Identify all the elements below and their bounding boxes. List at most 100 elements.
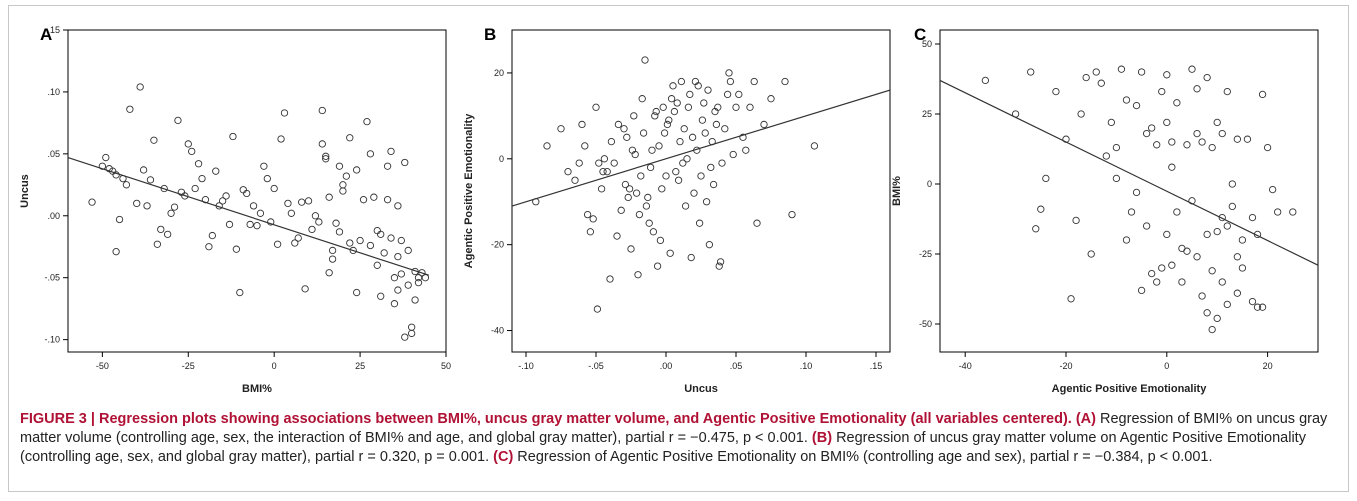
data-point [1082, 73, 1090, 82]
data-point [1208, 143, 1216, 152]
data-point [174, 116, 182, 125]
data-point [153, 240, 161, 248]
data-point [679, 159, 687, 167]
data-point [1238, 264, 1247, 272]
data-point [1077, 110, 1085, 118]
data-point [669, 82, 677, 90]
data-point [198, 174, 206, 183]
data-point [383, 162, 392, 170]
data-point [746, 103, 754, 111]
data-point [597, 185, 606, 193]
data-point [1203, 73, 1211, 82]
data-point [1233, 253, 1242, 261]
data-point [607, 137, 616, 146]
data-point [656, 236, 665, 245]
data-point [363, 117, 371, 126]
data-point [592, 103, 600, 111]
data-point [1153, 141, 1161, 149]
data-point [414, 274, 423, 282]
x-tick-label: 0 [1164, 361, 1169, 371]
data-point [1037, 205, 1045, 213]
data-point [583, 210, 592, 219]
data-point [1218, 129, 1226, 138]
data-point [663, 120, 672, 129]
data-point [627, 245, 635, 253]
data-point [1208, 267, 1216, 275]
data-point [380, 249, 388, 257]
data-point [1168, 261, 1176, 269]
data-point [1233, 135, 1242, 143]
panel-letter: A [40, 25, 52, 44]
y-tick-label: -50 [919, 319, 932, 329]
data-point [718, 159, 726, 167]
y-tick-label: -.05 [44, 273, 60, 283]
data-point [726, 77, 735, 86]
data-point [1092, 68, 1100, 76]
x-axis-label: Agentic Positive Emotionality [1052, 383, 1208, 395]
data-point [1163, 71, 1171, 79]
data-point [1188, 65, 1196, 73]
data-point [614, 120, 623, 129]
data-point [339, 181, 347, 189]
data-point [1122, 96, 1131, 104]
data-point [205, 243, 213, 251]
data-point [1223, 300, 1231, 309]
data-point [1067, 295, 1075, 303]
plot-frame [511, 29, 891, 353]
data-point [1198, 138, 1206, 146]
data-point [1258, 90, 1267, 99]
data-point [139, 166, 148, 174]
data-point [418, 269, 426, 277]
data-point [1148, 124, 1156, 132]
data-point [1032, 225, 1040, 233]
data-point [638, 95, 646, 103]
data-point [1253, 303, 1262, 311]
data-point [225, 220, 234, 229]
data-point [1243, 135, 1252, 143]
data-point [366, 150, 375, 158]
data-point [1268, 185, 1277, 194]
data-point [383, 196, 392, 204]
data-point [767, 95, 775, 103]
figure-frame [8, 5, 1349, 492]
data-point [373, 226, 381, 235]
data-point [1198, 292, 1206, 300]
data-point [1208, 325, 1216, 334]
regression-line [939, 79, 1319, 266]
data-point [637, 172, 645, 180]
data-point [644, 193, 652, 202]
data-point [353, 166, 361, 174]
data-point [212, 167, 220, 175]
data-point [146, 176, 155, 184]
data-point [263, 174, 271, 183]
data-point [677, 77, 686, 86]
data-point [291, 239, 299, 247]
data-point [667, 95, 676, 103]
data-point [606, 275, 614, 283]
data-point [353, 288, 361, 297]
data-point [394, 202, 402, 210]
data-point [721, 125, 729, 133]
data-point [218, 197, 227, 205]
data-point [328, 255, 337, 263]
data-point [599, 168, 607, 176]
y-axis-label: Uncus [19, 174, 31, 208]
data-point [1218, 213, 1226, 222]
data-point [649, 228, 658, 236]
data-point [322, 155, 330, 163]
figure-caption: FIGURE 3 | Regression plots showing asso… [20, 410, 1340, 467]
data-point [697, 172, 705, 180]
data-point [1142, 222, 1151, 230]
data-point [88, 198, 96, 206]
panel-letter: C [914, 25, 926, 44]
data-point [404, 281, 412, 289]
data-point [397, 236, 405, 245]
y-tick-label: -.10 [44, 335, 60, 345]
data-point [157, 225, 165, 234]
data-point [287, 209, 296, 217]
y-tick-label: .15 [47, 25, 60, 35]
data-point [1213, 227, 1221, 236]
x-tick-label: -20 [1059, 361, 1072, 371]
caption-a-text: Regression of BMI% on uncus gray matter … [20, 411, 1328, 446]
data-point [1122, 236, 1131, 244]
